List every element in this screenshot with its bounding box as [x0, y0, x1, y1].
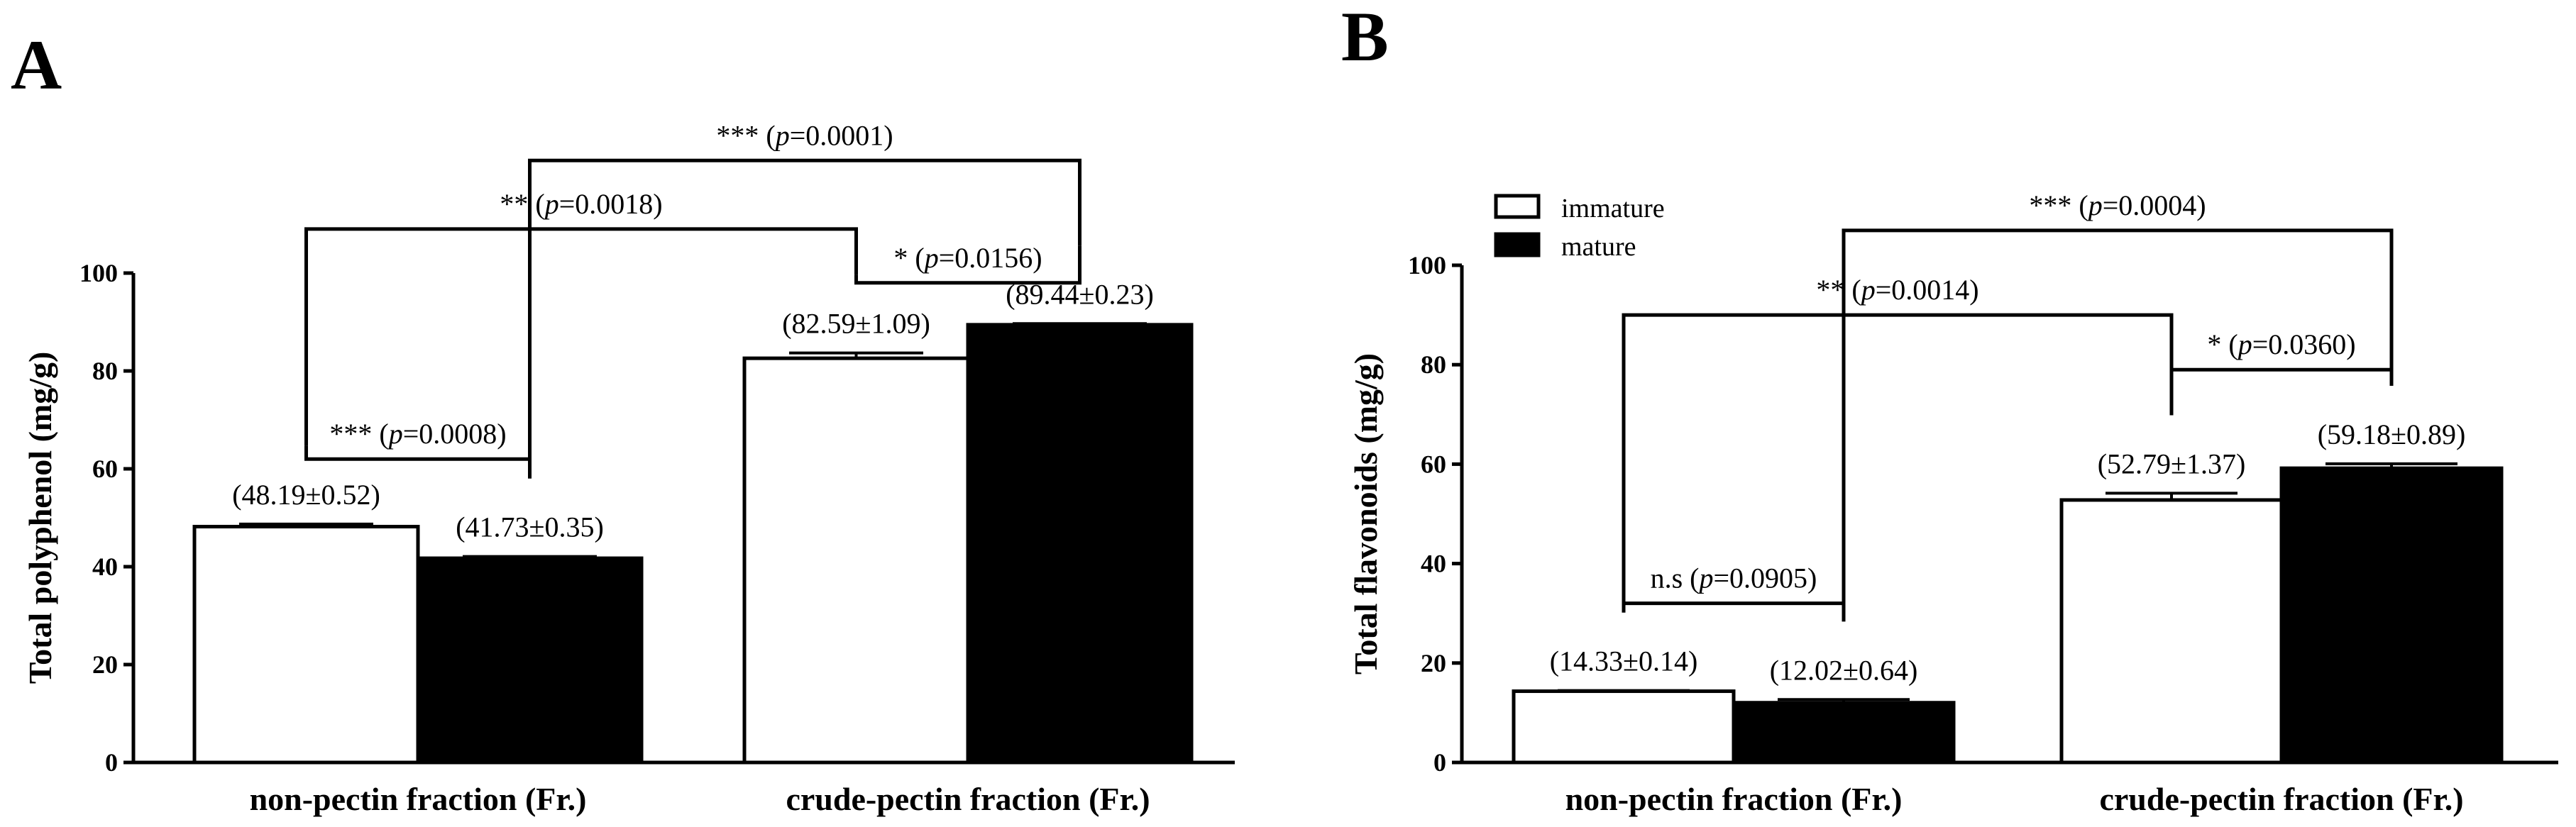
significance-bracket	[528, 158, 1081, 479]
legend: immature mature	[1494, 194, 1665, 262]
sig-p-symbol: p	[2086, 189, 2103, 221]
legend-swatch-mature	[1494, 232, 1541, 257]
panel-b-chart: 0 20 40 60 80 100 Total flavonoids (mg/g) non-p…	[1348, 189, 2558, 817]
data-label: (48.19±0.52)	[232, 479, 380, 511]
bar-mature	[966, 323, 1194, 765]
sig-stars: *** (	[329, 418, 388, 450]
y-tick-label: 100	[79, 259, 118, 287]
sig-p-symbol: p	[543, 188, 559, 220]
bar-immature	[192, 524, 420, 765]
significance-label: * (p=0.0360)	[2207, 328, 2355, 360]
bar-immature	[742, 356, 970, 765]
bar-immature	[2059, 498, 2284, 765]
sig-p-value: =0.0156)	[939, 242, 1042, 274]
sig-stars: *** (	[2029, 189, 2088, 221]
significance-bracket	[304, 227, 858, 446]
sig-p-symbol: p	[774, 119, 790, 151]
sig-p-value: =0.0001)	[790, 119, 893, 151]
significance-label: ** (p=0.0018)	[500, 188, 662, 220]
data-label: (12.02±0.64)	[1770, 654, 1918, 686]
y-tick-label: 80	[1421, 350, 1446, 379]
y-tick-label: 100	[1408, 251, 1446, 279]
significance-label: * (p=0.0156)	[893, 242, 1042, 274]
panel-a-letter: A	[11, 26, 62, 104]
sig-p-value: =0.0014)	[1876, 274, 1979, 306]
y-tick-label: 0	[105, 748, 118, 777]
y-tick-label: 20	[92, 650, 118, 679]
y-tick-label: 80	[92, 357, 118, 385]
x-category-label: non-pectin fraction (Fr.)	[1565, 781, 1903, 817]
data-label: (14.33±0.14)	[1550, 645, 1698, 677]
sig-p-symbol: p	[1697, 562, 1714, 594]
significance-label: *** (p=0.0008)	[329, 418, 506, 450]
significance-label: *** (p=0.0001)	[716, 119, 893, 151]
sig-p-value: =0.0905)	[1714, 562, 1817, 594]
significance-bracket	[304, 445, 532, 479]
bar-mature	[1732, 701, 1956, 765]
significance-label: ** (p=0.0014)	[1816, 274, 1978, 306]
bar-immature	[1512, 689, 1736, 765]
sig-p-symbol: p	[1859, 274, 1876, 306]
y-axis-title: Total flavonoids (mg/g)	[1348, 353, 1384, 675]
sig-p-value: =0.0008)	[403, 418, 507, 450]
significance-bracket	[1622, 601, 1846, 622]
sig-p-value: =0.0360)	[2252, 328, 2356, 360]
sig-p-symbol: p	[923, 242, 939, 274]
data-label: (82.59±1.09)	[782, 308, 930, 340]
sig-stars: n.s (	[1651, 562, 1700, 594]
panel-b-letter: B	[1341, 0, 1389, 76]
y-axis-title: Total polyphenol (mg/g)	[22, 352, 58, 684]
significance-bracket	[1622, 313, 2174, 613]
legend-label-mature: mature	[1561, 232, 1636, 262]
bar-mature	[416, 556, 644, 765]
sig-p-value: =0.0018)	[559, 188, 663, 220]
sig-p-symbol: p	[2236, 328, 2252, 360]
significance-label: n.s (p=0.0905)	[1651, 562, 1817, 594]
significance-bracket	[2169, 367, 2394, 416]
bar-mature	[2279, 466, 2504, 765]
sig-stars: ** (	[500, 188, 544, 220]
y-tick-label: 0	[1433, 748, 1446, 777]
sig-stars: ** (	[1816, 274, 1861, 306]
data-label: (59.18±0.89)	[2318, 418, 2466, 450]
y-tick-label: 20	[1421, 649, 1446, 677]
legend-swatch-immature	[1494, 194, 1541, 219]
y-tick-label: 40	[92, 553, 118, 581]
sig-p-value: =0.0004)	[2103, 189, 2206, 221]
sig-stars: * (	[2207, 328, 2238, 360]
sig-stars: *** (	[716, 119, 775, 151]
significance-label: *** (p=0.0004)	[2029, 189, 2206, 221]
y-tick-label: 40	[1421, 550, 1446, 578]
data-label: (52.79±1.37)	[2098, 448, 2246, 479]
y-tick-label: 60	[1421, 450, 1446, 478]
x-category-label: crude-pectin fraction (Fr.)	[786, 781, 1150, 817]
legend-label-immature: immature	[1561, 194, 1665, 223]
significance-bracket	[1842, 228, 2394, 622]
x-category-label: crude-pectin fraction (Fr.)	[2099, 781, 2463, 817]
data-label: (41.73±0.35)	[456, 511, 604, 543]
significance-bracket	[854, 245, 1081, 285]
panel-a-chart: 0 20 40 60 80 100 Total polyphenol (mg/g) non-p…	[22, 119, 1235, 817]
y-tick-label: 60	[92, 455, 118, 483]
sig-stars: * (	[893, 242, 924, 274]
sig-p-symbol: p	[387, 418, 403, 450]
x-category-label: non-pectin fraction (Fr.)	[250, 781, 587, 817]
